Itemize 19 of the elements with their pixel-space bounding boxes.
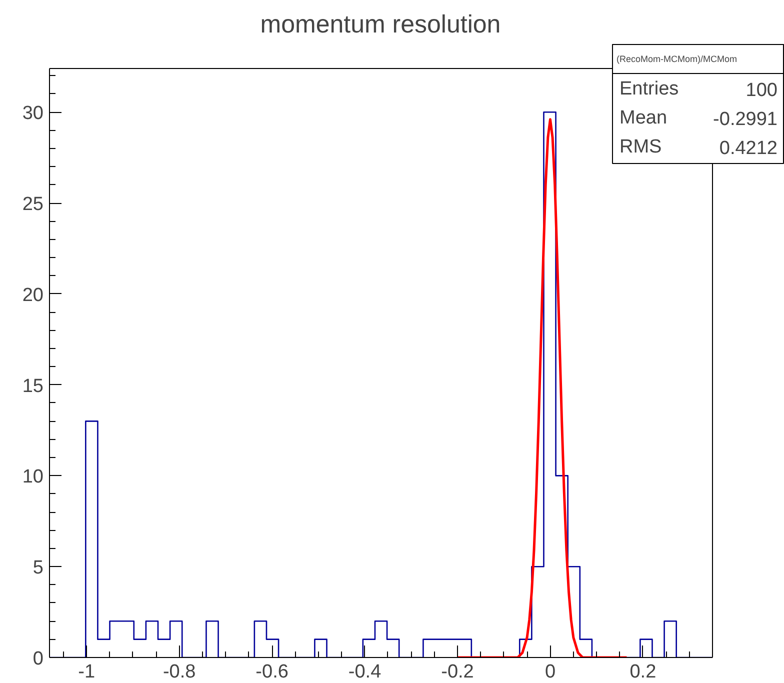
y-tick-label: 10 [22,466,44,488]
chart-title: momentum resolution [260,10,501,38]
y-tick-label: 5 [32,558,44,579]
text: Entries 100 [620,78,778,101]
x-tick-label: -0.8 [162,662,196,682]
y-tick-label: 30 [22,103,44,124]
x-tick-label: -1 [78,662,96,682]
text: RMS 0.4212 [620,136,778,159]
x-tick-label: -0.2 [441,662,474,682]
y-tick-label: 15 [22,376,44,397]
y-tick-label: 25 [22,194,44,216]
x-tick-label: 0 [544,662,556,682]
text: Mean -0.2991 [620,108,778,130]
y-tick-label: 0 [32,648,44,670]
y-tick-label: 20 [22,284,44,306]
x-tick-label: -0.6 [256,662,288,682]
text: (RecoMom-MCMom)/MCMom [616,54,737,64]
x-tick-label: -0.4 [348,662,382,682]
x-tick-label: 0.2 [630,662,656,682]
